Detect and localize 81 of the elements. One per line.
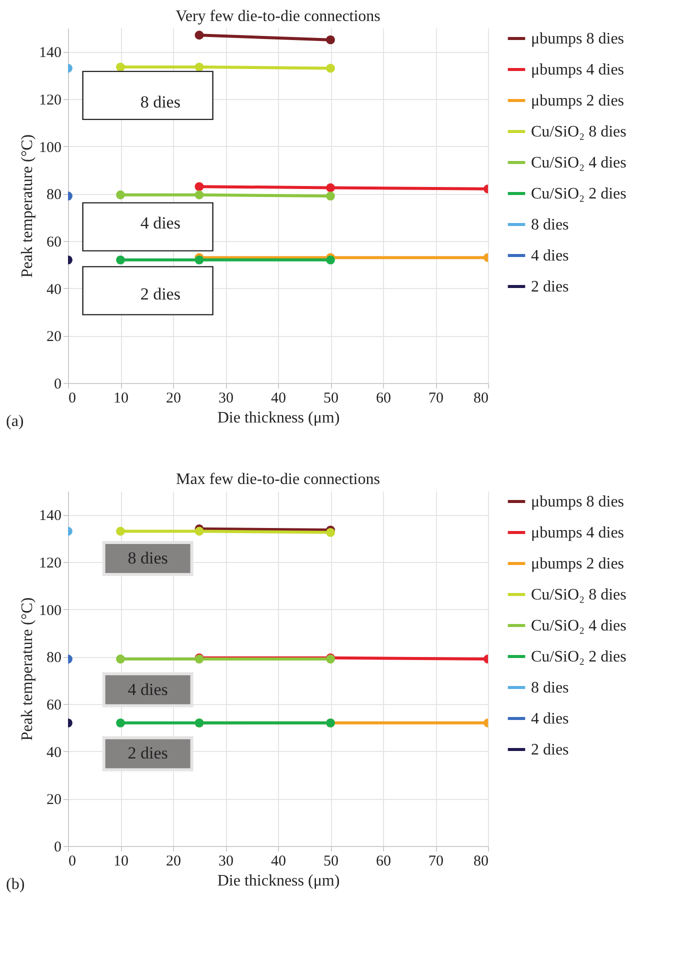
annotation: 4 dies — [140, 213, 180, 232]
legend-label: 4 dies — [531, 248, 569, 264]
annotation: 2 dies — [140, 284, 180, 304]
legend-label: μbumps 4 dies — [531, 62, 624, 78]
x-tick-label: 50 — [324, 390, 338, 406]
x-tick-label: 30 — [218, 854, 234, 870]
point — [116, 526, 125, 536]
point — [194, 526, 204, 536]
y-tick-label: 100 — [39, 140, 62, 156]
point — [116, 654, 125, 664]
y-tick-label: 60 — [46, 234, 62, 250]
chart-title: Very few die-to-die connections — [176, 8, 380, 25]
y-tick-label: 80 — [46, 187, 62, 204]
point — [116, 62, 125, 72]
point — [326, 64, 335, 73]
x-tick-label: 80 — [474, 390, 488, 406]
legend-label: μbumps 2 dies — [531, 556, 624, 572]
chart-title: Max few die-to-die connections — [176, 471, 380, 488]
y-tick-label: 140 — [39, 45, 62, 62]
y-tick-label: 100 — [39, 602, 62, 619]
y-tick-label: 40 — [46, 744, 62, 761]
point — [116, 718, 125, 728]
y-tick-label: 60 — [46, 698, 62, 714]
y-tick-label: 140 — [39, 508, 62, 524]
x-axis-title: Die thickness (μm) — [217, 872, 340, 890]
legend-label: Cu/SiO₂ 4 dies — [531, 154, 626, 172]
y-tick-label: 40 — [46, 282, 62, 298]
legend-label: 4 dies — [531, 710, 569, 728]
text: (a) — [6, 413, 24, 430]
y-tick-label: 20 — [46, 329, 62, 346]
legend-label: 2 dies — [531, 278, 569, 296]
y-tick-label: 0 — [54, 376, 62, 392]
annotation: 4 dies — [128, 680, 168, 699]
annotation: 8 dies — [128, 548, 168, 568]
y-tick-label: 120 — [39, 556, 62, 572]
legend-label: 2 dies — [531, 742, 569, 758]
x-tick-label: 0 — [68, 854, 76, 870]
text: (b) — [6, 876, 25, 893]
legend-label: μbumps 8 dies — [531, 494, 624, 510]
x-tick-label: 50 — [324, 854, 338, 870]
x-tick-label: 20 — [166, 390, 181, 406]
x-tick-label: 0 — [68, 390, 76, 406]
legend-label: 8 dies — [531, 216, 569, 234]
point — [116, 190, 125, 200]
x-tick-label: 40 — [271, 390, 286, 406]
x-tick-label: 10 — [114, 854, 128, 870]
point — [326, 35, 335, 44]
legend-label: Cu/SiO₂ 2 dies — [531, 186, 626, 202]
legend-label: Cu/SiO₂ 8 dies — [531, 586, 626, 604]
x-tick-label: 80 — [474, 854, 488, 870]
x-tick-label: 60 — [376, 854, 391, 870]
annotation: 2 dies — [128, 744, 168, 763]
y-tick-label: 20 — [46, 792, 62, 808]
y-tick-label: 120 — [39, 92, 62, 108]
x-tick-label: 10 — [114, 390, 128, 406]
point — [116, 255, 125, 264]
y-tick-label: 80 — [46, 650, 62, 666]
x-tick-label: 40 — [271, 854, 286, 870]
legend-label: μbumps 2 dies — [531, 92, 624, 110]
x-tick-label: 60 — [376, 390, 391, 406]
point — [194, 30, 204, 40]
y-axis-title: Peak temperature (°C) — [19, 134, 36, 278]
legend-label: Cu/SiO₂ 2 dies — [531, 648, 626, 666]
annotation: 8 dies — [140, 92, 180, 112]
point — [194, 182, 204, 192]
x-tick-label: 70 — [428, 854, 444, 870]
y-tick-label: 0 — [54, 840, 62, 856]
point — [326, 183, 335, 192]
x-tick-label: 70 — [428, 390, 444, 406]
y-axis-title: Peak temperature (°C) — [19, 597, 36, 741]
point — [326, 192, 335, 200]
legend-label: Cu/SiO₂ 8 dies — [531, 124, 626, 140]
legend-label: μbumps 8 dies — [531, 30, 624, 48]
point — [194, 62, 204, 72]
legend-label: Cu/SiO₂ 4 dies — [531, 618, 626, 634]
x-tick-label: 20 — [166, 854, 181, 870]
point — [194, 190, 204, 200]
legend-label: μbumps 4 dies — [531, 524, 624, 542]
legend-label: 8 dies — [531, 680, 569, 696]
x-tick-label: 30 — [218, 390, 234, 406]
x-axis-title: Die thickness (μm) — [217, 410, 340, 426]
